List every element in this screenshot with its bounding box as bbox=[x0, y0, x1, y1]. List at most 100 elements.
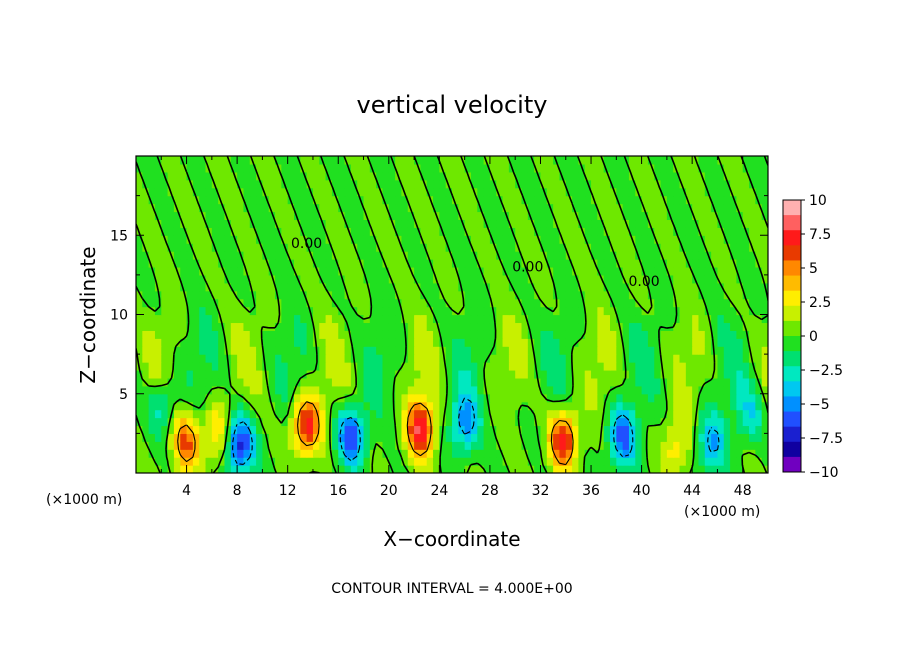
field-cell bbox=[521, 322, 529, 331]
field-cell bbox=[666, 266, 674, 276]
field-cell bbox=[635, 465, 643, 473]
field-cell bbox=[426, 219, 434, 228]
field-cell bbox=[319, 274, 327, 284]
field-cell bbox=[357, 274, 365, 284]
field-cell bbox=[711, 171, 719, 181]
field-cell bbox=[711, 401, 719, 411]
field-cell bbox=[331, 409, 339, 419]
field-cell bbox=[736, 385, 744, 395]
field-cell bbox=[597, 409, 605, 419]
field-cell bbox=[350, 266, 358, 276]
field-cell bbox=[243, 243, 251, 252]
field-cell bbox=[572, 219, 579, 228]
field-cell bbox=[527, 211, 535, 221]
field-cell bbox=[300, 211, 308, 221]
field-cell bbox=[660, 243, 668, 252]
field-cell bbox=[666, 235, 674, 244]
field-cell bbox=[679, 290, 687, 300]
field-cell bbox=[148, 409, 156, 419]
field-cell bbox=[654, 274, 662, 284]
field-cell bbox=[256, 338, 263, 347]
field-cell bbox=[230, 433, 238, 442]
field-cell bbox=[426, 457, 434, 466]
field-cell bbox=[483, 330, 491, 339]
field-cell bbox=[426, 354, 434, 363]
field-cell bbox=[192, 227, 200, 236]
field-cell bbox=[237, 306, 245, 316]
field-cell bbox=[527, 433, 535, 442]
field-cell bbox=[154, 195, 162, 205]
field-cell bbox=[635, 401, 643, 411]
field-cell bbox=[294, 156, 301, 165]
field-cell bbox=[275, 393, 282, 403]
field-cell bbox=[224, 346, 232, 355]
field-cell bbox=[622, 203, 630, 213]
field-cell bbox=[622, 346, 630, 355]
field-cell bbox=[477, 433, 485, 442]
field-cell bbox=[173, 235, 181, 244]
field-cell bbox=[205, 251, 213, 260]
field-cell bbox=[369, 306, 377, 316]
field-cell bbox=[647, 457, 655, 466]
field-cell bbox=[502, 163, 510, 173]
field-cell bbox=[483, 338, 491, 347]
field-cell bbox=[142, 330, 150, 339]
field-cell bbox=[281, 401, 289, 411]
field-cell bbox=[357, 393, 365, 403]
field-cell bbox=[527, 369, 535, 379]
field-cell bbox=[382, 282, 390, 292]
field-cell bbox=[515, 187, 523, 197]
field-cell bbox=[521, 393, 529, 403]
field-cell bbox=[616, 457, 624, 466]
field-cell bbox=[578, 282, 586, 292]
field-cell bbox=[262, 425, 270, 434]
field-cell bbox=[331, 203, 339, 213]
field-cell bbox=[275, 266, 282, 276]
field-cell bbox=[730, 290, 737, 300]
field-cell bbox=[673, 274, 681, 284]
field-cell bbox=[331, 266, 339, 276]
field-cell bbox=[192, 203, 200, 213]
field-cell bbox=[723, 314, 731, 324]
field-cell bbox=[521, 449, 529, 458]
field-cell bbox=[433, 314, 440, 324]
field-cell bbox=[660, 369, 668, 379]
field-cell bbox=[508, 235, 516, 244]
field-cell bbox=[344, 409, 352, 419]
field-cell bbox=[736, 259, 744, 268]
field-cell bbox=[275, 187, 282, 197]
field-cell bbox=[483, 314, 491, 324]
field-cell bbox=[654, 251, 662, 260]
field-cell bbox=[527, 362, 535, 371]
field-cell bbox=[508, 457, 516, 466]
field-cell bbox=[692, 401, 700, 411]
field-cell bbox=[426, 227, 434, 236]
field-cell bbox=[205, 425, 213, 434]
x-tick-label: 44 bbox=[683, 483, 701, 499]
field-cell bbox=[439, 259, 447, 268]
field-cell bbox=[192, 290, 200, 300]
field-cell bbox=[186, 298, 194, 308]
field-cell bbox=[401, 298, 409, 308]
field-cell bbox=[489, 195, 497, 205]
field-cell bbox=[647, 187, 655, 197]
field-cell bbox=[470, 235, 478, 244]
field-cell bbox=[167, 346, 175, 355]
field-cell bbox=[445, 298, 453, 308]
field-cell bbox=[666, 171, 674, 181]
field-cell bbox=[597, 322, 605, 331]
field-cell bbox=[433, 290, 440, 300]
field-cell bbox=[565, 266, 573, 276]
field-cell bbox=[477, 457, 485, 466]
field-cell bbox=[496, 330, 504, 339]
field-cell bbox=[205, 338, 213, 347]
field-cell bbox=[369, 346, 377, 355]
field-cell bbox=[369, 179, 377, 189]
field-cell bbox=[306, 322, 314, 331]
field-cell bbox=[496, 274, 504, 284]
field-cell bbox=[173, 441, 181, 450]
field-cell bbox=[439, 441, 447, 450]
field-cell bbox=[180, 171, 188, 181]
colorbar-segment bbox=[783, 245, 801, 261]
field-cell bbox=[395, 377, 403, 387]
